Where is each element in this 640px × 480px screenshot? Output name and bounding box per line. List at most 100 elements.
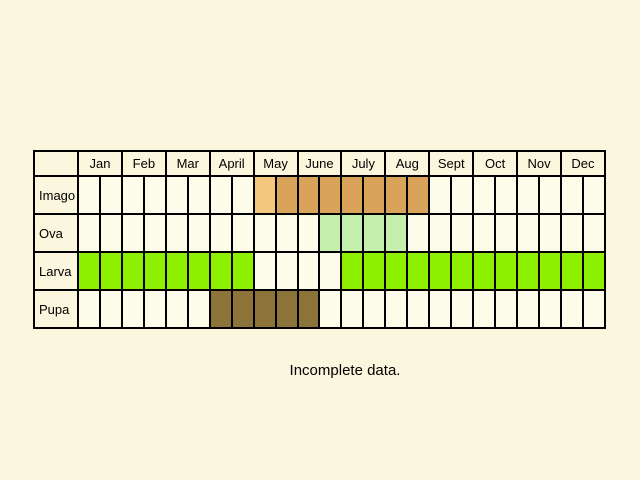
stage-row-larva: Larva <box>33 251 607 291</box>
cell-ova-17 <box>450 213 475 253</box>
cell-larva-2 <box>120 251 145 291</box>
cell-ova-11 <box>318 213 343 253</box>
cell-imago-16 <box>428 175 453 215</box>
cell-larva-18 <box>472 251 497 291</box>
cell-imago-10 <box>296 175 321 215</box>
cell-ova-10 <box>296 213 321 253</box>
cell-larva-16 <box>428 251 453 291</box>
cell-pupa-23 <box>581 289 607 329</box>
cell-ova-8 <box>252 213 277 253</box>
stage-row-imago: Imago <box>33 175 607 215</box>
cell-imago-20 <box>516 175 541 215</box>
month-header-july: July <box>340 150 387 177</box>
cell-larva-1 <box>98 251 123 291</box>
cell-imago-17 <box>450 175 475 215</box>
cell-imago-8 <box>252 175 277 215</box>
cell-pupa-4 <box>164 289 189 329</box>
cell-larva-22 <box>559 251 584 291</box>
cell-imago-22 <box>559 175 584 215</box>
phenology-table: Jan Feb Mar April May June July Aug Sept Oct Nov De… <box>33 150 607 329</box>
cell-imago-15 <box>406 175 431 215</box>
cell-larva-23 <box>581 251 607 291</box>
cell-larva-8 <box>252 251 277 291</box>
month-header-aug: Aug <box>384 150 431 177</box>
cell-imago-21 <box>538 175 562 215</box>
month-header-row: Jan Feb Mar April May June July Aug Sept Oct Nov De… <box>33 150 607 177</box>
stage-label-larva: Larva <box>33 251 79 291</box>
cell-pupa-1 <box>98 289 123 329</box>
month-header-april: April <box>208 150 255 177</box>
cell-ova-0 <box>77 213 101 253</box>
cell-ova-16 <box>428 213 453 253</box>
cell-ova-6 <box>208 213 233 253</box>
cell-ova-2 <box>120 213 145 253</box>
cell-pupa-16 <box>428 289 453 329</box>
cell-larva-4 <box>164 251 189 291</box>
cell-ova-15 <box>406 213 431 253</box>
cell-pupa-20 <box>516 289 541 329</box>
cell-ova-4 <box>164 213 189 253</box>
cell-ova-5 <box>186 213 211 253</box>
cell-imago-23 <box>581 175 607 215</box>
cell-ova-7 <box>230 213 255 253</box>
cell-pupa-7 <box>230 289 255 329</box>
cell-imago-5 <box>186 175 211 215</box>
cell-larva-12 <box>340 251 365 291</box>
cell-imago-9 <box>274 175 299 215</box>
cell-pupa-11 <box>318 289 343 329</box>
cell-pupa-3 <box>142 289 167 329</box>
cell-pupa-0 <box>77 289 101 329</box>
cell-ova-3 <box>142 213 167 253</box>
cell-pupa-13 <box>362 289 387 329</box>
stage-rows: Imago Ova Larva Pupa <box>33 175 607 329</box>
cell-larva-21 <box>538 251 562 291</box>
cell-larva-5 <box>186 251 211 291</box>
stage-row-pupa: Pupa <box>33 289 607 329</box>
cell-larva-13 <box>362 251 387 291</box>
cell-larva-11 <box>318 251 343 291</box>
cell-pupa-6 <box>208 289 233 329</box>
note-text: Incomplete data. <box>289 362 401 379</box>
cell-larva-6 <box>208 251 233 291</box>
cell-larva-15 <box>406 251 431 291</box>
month-header-feb: Feb <box>120 150 167 177</box>
cell-ova-9 <box>274 213 299 253</box>
cell-imago-19 <box>494 175 519 215</box>
cell-pupa-9 <box>274 289 299 329</box>
cell-imago-13 <box>362 175 387 215</box>
month-header-may: May <box>252 150 299 177</box>
cell-larva-14 <box>384 251 409 291</box>
cell-pupa-12 <box>340 289 365 329</box>
cell-pupa-10 <box>296 289 321 329</box>
cell-ova-13 <box>362 213 387 253</box>
cell-ova-1 <box>98 213 123 253</box>
month-header-mar: Mar <box>164 150 211 177</box>
cell-ova-19 <box>494 213 519 253</box>
cell-ova-12 <box>340 213 365 253</box>
cell-pupa-14 <box>384 289 409 329</box>
cell-ova-22 <box>559 213 584 253</box>
cell-larva-9 <box>274 251 299 291</box>
cell-ova-21 <box>538 213 562 253</box>
cell-pupa-22 <box>559 289 584 329</box>
cell-imago-7 <box>230 175 255 215</box>
cell-ova-23 <box>581 213 607 253</box>
stage-row-ova: Ova <box>33 213 607 253</box>
cell-pupa-19 <box>494 289 519 329</box>
month-header-oct: Oct <box>472 150 519 177</box>
cell-pupa-21 <box>538 289 562 329</box>
cell-imago-14 <box>384 175 409 215</box>
stage-label-pupa: Pupa <box>33 289 79 329</box>
month-header-nov: Nov <box>516 150 562 177</box>
cell-larva-20 <box>516 251 541 291</box>
cell-imago-4 <box>164 175 189 215</box>
cell-larva-7 <box>230 251 255 291</box>
cell-pupa-15 <box>406 289 431 329</box>
cell-pupa-17 <box>450 289 475 329</box>
cell-pupa-8 <box>252 289 277 329</box>
month-header-june: June <box>296 150 343 177</box>
cell-imago-3 <box>142 175 167 215</box>
cell-imago-6 <box>208 175 233 215</box>
cell-ova-20 <box>516 213 541 253</box>
cell-larva-0 <box>77 251 101 291</box>
